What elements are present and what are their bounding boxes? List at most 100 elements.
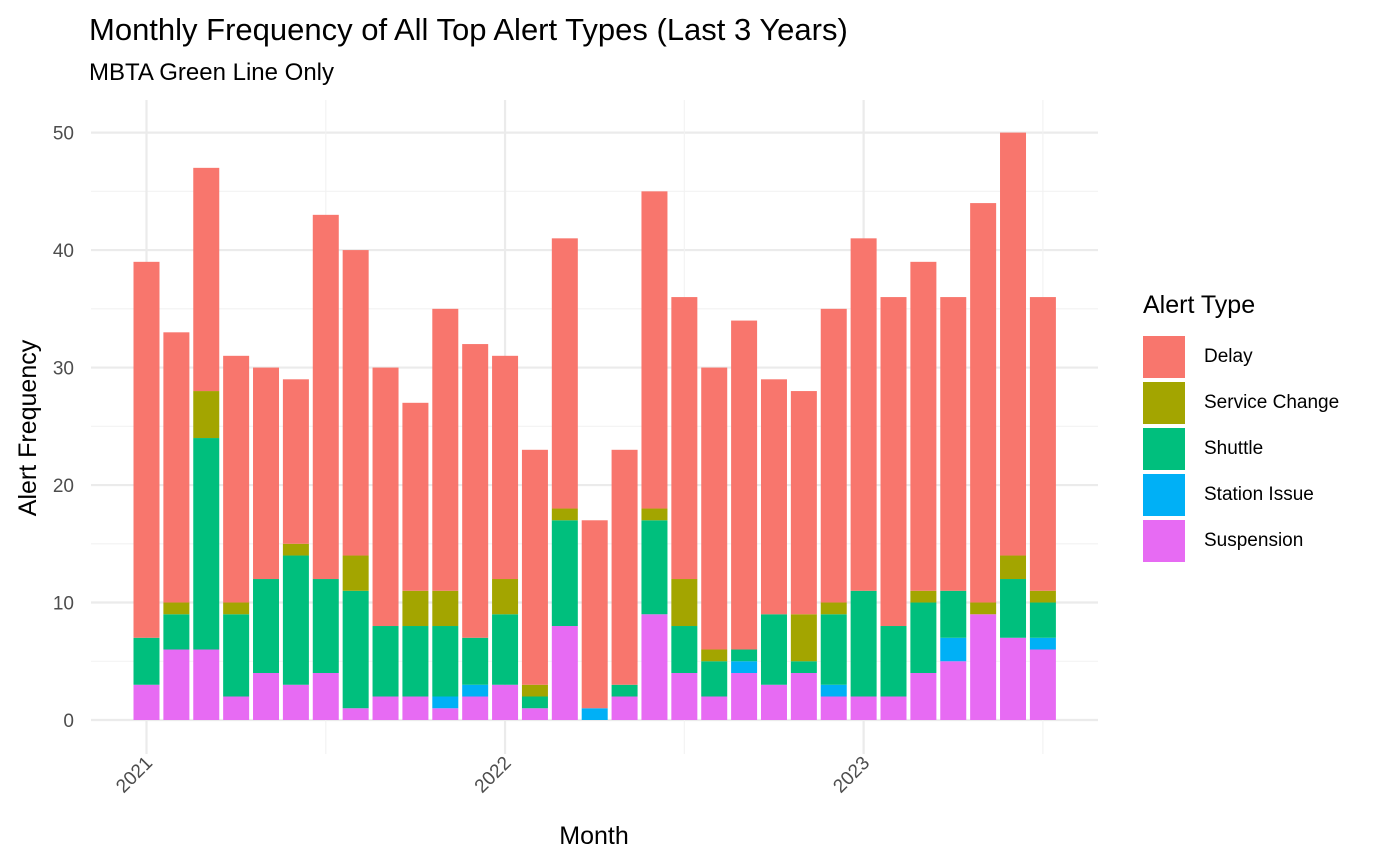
bar-segment-suspension bbox=[432, 708, 459, 720]
bar-segment-shuttle bbox=[820, 614, 847, 685]
bar-segment-service-change bbox=[492, 579, 519, 615]
bar-segment-suspension bbox=[1029, 649, 1056, 720]
legend-key bbox=[1143, 474, 1185, 516]
y-tick-label: 40 bbox=[53, 241, 74, 262]
bar-segment-service-change bbox=[432, 590, 459, 627]
bar-segment-station-issue bbox=[462, 684, 489, 697]
bar-segment-shuttle bbox=[551, 520, 578, 627]
bar-segment-shuttle bbox=[790, 661, 817, 674]
y-tick-label: 20 bbox=[53, 476, 74, 497]
bar-segment-suspension bbox=[910, 673, 937, 720]
bar-segment-delay bbox=[402, 402, 429, 591]
legend-key bbox=[1143, 336, 1185, 378]
bar-segment-suspension bbox=[611, 696, 638, 720]
bar-segment-suspension bbox=[551, 626, 578, 720]
bar-segment-delay bbox=[940, 297, 967, 591]
bar-segment-service-change bbox=[790, 614, 817, 662]
legend-label: Shuttle bbox=[1204, 438, 1264, 459]
bar-segment-suspension bbox=[521, 708, 548, 720]
bar-segment-station-issue bbox=[940, 637, 967, 662]
bar-segment-suspension bbox=[1000, 637, 1027, 720]
bar-segment-service-change bbox=[1029, 590, 1056, 603]
bar-segment-service-change bbox=[671, 579, 698, 627]
bar-segment-shuttle bbox=[760, 614, 787, 685]
y-axis-title: Alert Frequency bbox=[14, 339, 42, 516]
bar-segment-delay bbox=[731, 320, 758, 650]
legend-key bbox=[1143, 520, 1185, 562]
legend-item-suspension: Suspension bbox=[1143, 518, 1393, 564]
bar-segment-suspension bbox=[163, 649, 190, 720]
legend-label: Suspension bbox=[1204, 530, 1304, 551]
bar-segment-shuttle bbox=[1029, 602, 1056, 638]
bar-segment-delay bbox=[312, 214, 339, 580]
legend-title: Alert Type bbox=[1143, 291, 1256, 319]
bar-segment-delay bbox=[163, 332, 190, 603]
bar-segment-station-issue bbox=[731, 661, 758, 674]
bar-segment-suspension bbox=[342, 708, 369, 720]
bar-segment-shuttle bbox=[641, 520, 668, 615]
bar-segment-delay bbox=[1000, 132, 1027, 556]
bar-segment-shuttle bbox=[462, 637, 489, 685]
bar-segment-suspension bbox=[641, 614, 668, 720]
bar-segment-service-change bbox=[910, 590, 937, 603]
bar-segment-shuttle bbox=[402, 626, 429, 697]
bar-segment-delay bbox=[611, 449, 638, 685]
bar-segment-suspension bbox=[492, 684, 519, 720]
bar-segment-shuttle bbox=[342, 590, 369, 709]
bar-segment-shuttle bbox=[521, 696, 548, 709]
bar-segment-station-issue bbox=[1029, 637, 1056, 650]
bar-segment-suspension bbox=[820, 696, 847, 720]
bar-segment-delay bbox=[820, 308, 847, 603]
legend-label: Station Issue bbox=[1204, 484, 1314, 505]
bar-segment-delay bbox=[462, 344, 489, 638]
bar-segment-suspension bbox=[462, 696, 489, 720]
bars bbox=[133, 132, 1056, 720]
bar-segment-shuttle bbox=[312, 579, 339, 674]
bar-segment-suspension bbox=[282, 684, 309, 720]
bar-segment-suspension bbox=[880, 696, 907, 720]
y-tick-label: 50 bbox=[53, 124, 74, 145]
bar-segment-suspension bbox=[850, 696, 877, 720]
bar-segment-suspension bbox=[402, 696, 429, 720]
bar-segment-delay bbox=[1029, 297, 1056, 591]
bar-segment-delay bbox=[342, 250, 369, 556]
legend-item-delay: Delay bbox=[1143, 334, 1393, 380]
bar-segment-delay bbox=[701, 367, 728, 650]
x-axis-ticks: 2021 2022 2023 bbox=[112, 753, 874, 798]
bar-segment-suspension bbox=[193, 649, 220, 720]
bar-segment-delay bbox=[372, 367, 399, 627]
bar-segment-service-change bbox=[970, 602, 997, 615]
bar-segment-delay bbox=[551, 238, 578, 509]
bar-segment-suspension bbox=[701, 696, 728, 720]
bar-segment-delay bbox=[223, 355, 250, 603]
legend-key bbox=[1143, 428, 1185, 470]
bar-segment-station-issue bbox=[820, 684, 847, 697]
legend-item-service-change: Service Change bbox=[1143, 380, 1393, 426]
bar-segment-shuttle bbox=[133, 637, 160, 685]
bar-segment-service-change bbox=[820, 602, 847, 615]
bar-segment-suspension bbox=[133, 684, 160, 720]
bar-segment-shuttle bbox=[1000, 579, 1027, 638]
y-tick-label: 30 bbox=[53, 359, 74, 380]
x-tick-label: 2021 bbox=[112, 753, 157, 798]
bar-segment-shuttle bbox=[432, 626, 459, 697]
bar-segment-suspension bbox=[312, 673, 339, 720]
bar-segment-service-change bbox=[342, 555, 369, 591]
legend: Alert Type Delay Service Change Shuttle Sta… bbox=[1143, 288, 1393, 564]
y-tick-label: 10 bbox=[53, 594, 74, 615]
bar-segment-shuttle bbox=[671, 626, 698, 674]
bar-segment-service-change bbox=[1000, 555, 1027, 580]
legend-item-shuttle: Shuttle bbox=[1143, 426, 1393, 472]
bar-segment-suspension bbox=[940, 661, 967, 720]
bar-segment-service-change bbox=[223, 602, 250, 615]
bar-segment-shuttle bbox=[701, 661, 728, 697]
bar-segment-delay bbox=[760, 379, 787, 615]
bar-segment-suspension bbox=[790, 673, 817, 720]
bar-segment-service-change bbox=[551, 508, 578, 521]
bar-segment-service-change bbox=[163, 602, 190, 615]
bar-segment-delay bbox=[581, 520, 608, 709]
bar-segment-shuttle bbox=[492, 614, 519, 685]
bar-segment-suspension bbox=[223, 696, 250, 720]
bar-segment-suspension bbox=[970, 614, 997, 720]
